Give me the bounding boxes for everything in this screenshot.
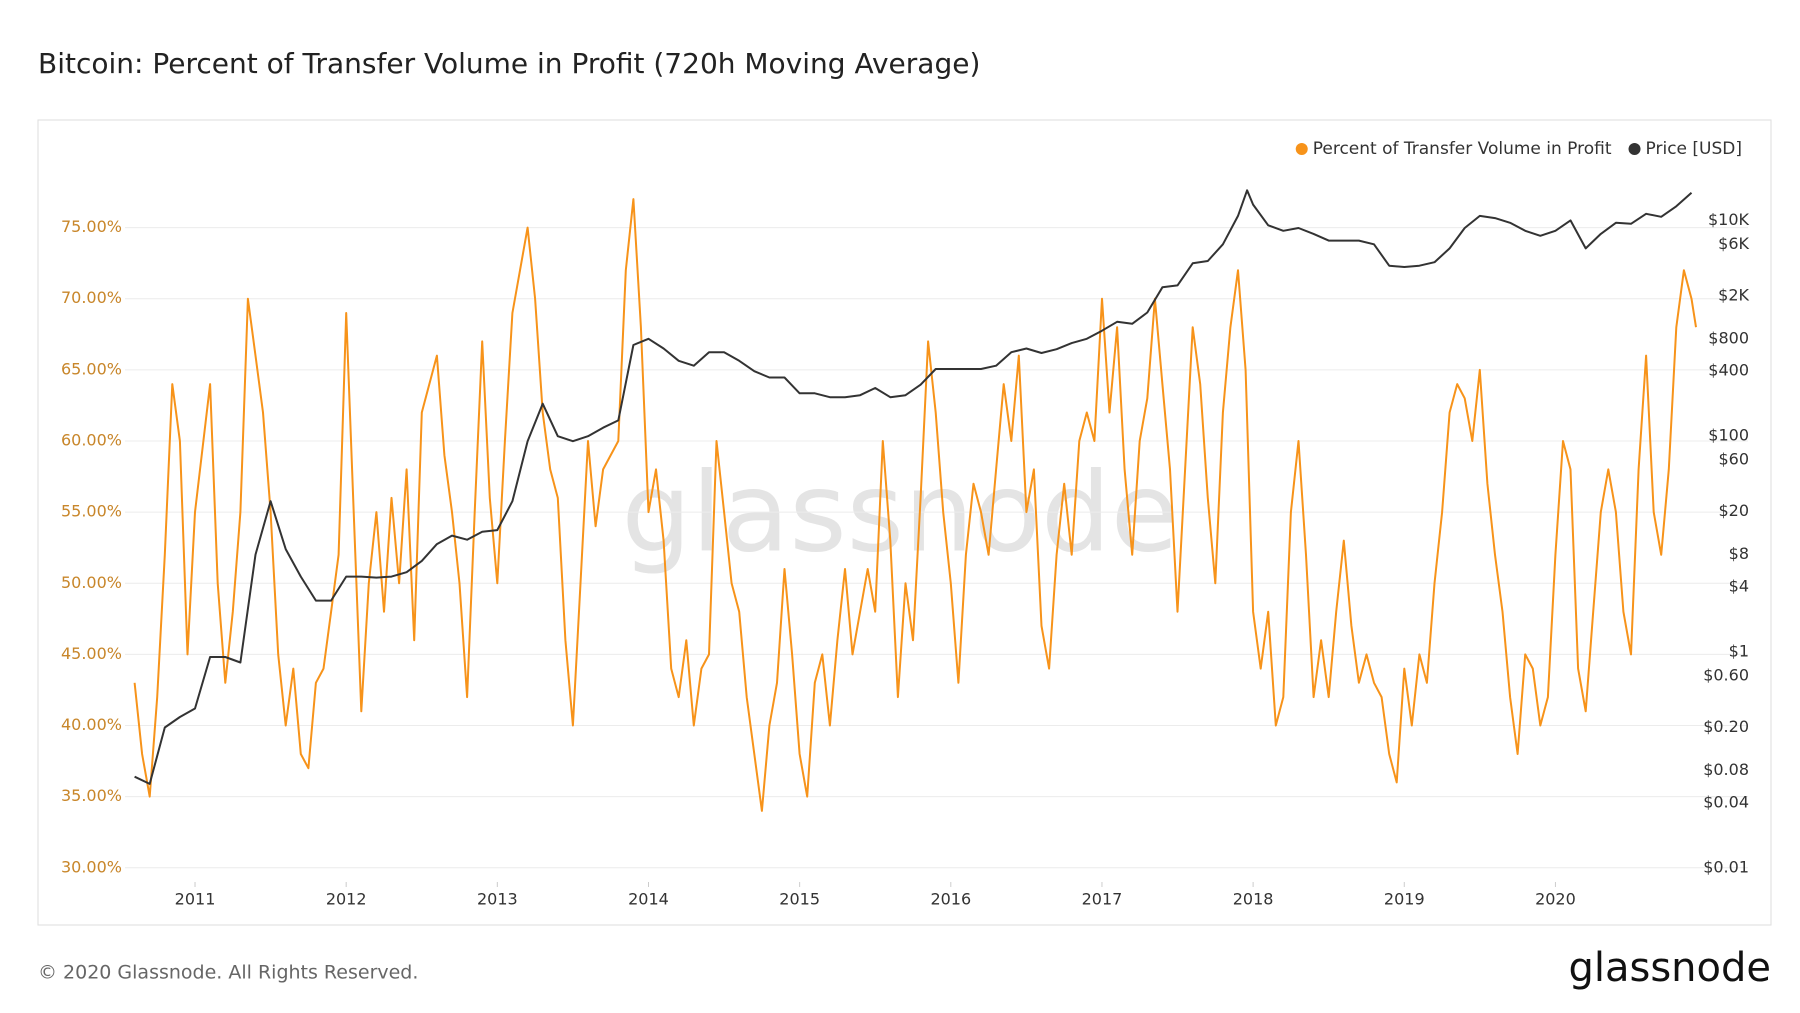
y-tick-label: 65.00% [61,359,122,378]
y2-tick-label: $8 [1729,544,1749,563]
plot-frame [37,119,1772,926]
x-tick-label: 2012 [326,890,367,909]
y-tick-label: 40.00% [61,715,122,734]
x-tick-label: 2018 [1233,890,1274,909]
x-tick-label: 2015 [779,890,820,909]
y2-tick-label: $0.01 [1703,857,1749,876]
y-tick-label: 75.00% [61,217,122,236]
y2-tick-label: $0.60 [1703,665,1749,684]
y-tick-label: 35.00% [61,786,122,805]
y2-tick-label: $20 [1718,501,1749,520]
x-tick-label: 2017 [1082,890,1123,909]
legend-marker [1628,143,1641,155]
y2-tick-label: $4 [1729,577,1749,596]
legend-marker [1295,143,1308,155]
x-tick-label: 2019 [1384,890,1425,909]
x-tick-label: 2011 [175,890,216,909]
y-tick-label: 55.00% [61,502,122,521]
series-line [134,189,1693,785]
x-tick-label: 2013 [477,890,518,909]
y2-tick-label: $0.04 [1703,792,1749,811]
x-tick-label: 2020 [1535,890,1576,909]
y2-tick-label: $0.08 [1703,760,1749,779]
legend-label: Percent of Transfer Volume in Profit [1313,139,1612,159]
y-tick-label: 45.00% [61,644,122,663]
y2-tick-label: $100 [1708,426,1749,445]
footer: © 2020 Glassnode. All Rights Reserved. [38,962,418,984]
series-line [133,198,1697,812]
y2-tick-label: $6K [1718,234,1749,253]
y-tick-label: 50.00% [61,573,122,592]
legend-label: Price [USD] [1646,139,1742,159]
y-tick-label: 70.00% [61,288,122,307]
y2-tick-label: $2K [1718,285,1749,304]
logo: glassnode [1568,945,1771,991]
y2-tick-label: $800 [1708,328,1749,347]
chart-title: Bitcoin: Percent of Transfer Volume in P… [38,47,980,80]
y2-tick-label: $1 [1729,642,1749,661]
x-tick-label: 2014 [628,890,669,909]
y2-tick-label: $400 [1708,361,1749,380]
x-tick-label: 2016 [930,890,971,909]
y-tick-label: 30.00% [61,857,122,876]
y2-tick-label: $0.20 [1703,717,1749,736]
y2-tick-label: $60 [1718,450,1749,469]
y-tick-label: 60.00% [61,430,122,449]
y2-tick-label: $10K [1708,210,1750,229]
